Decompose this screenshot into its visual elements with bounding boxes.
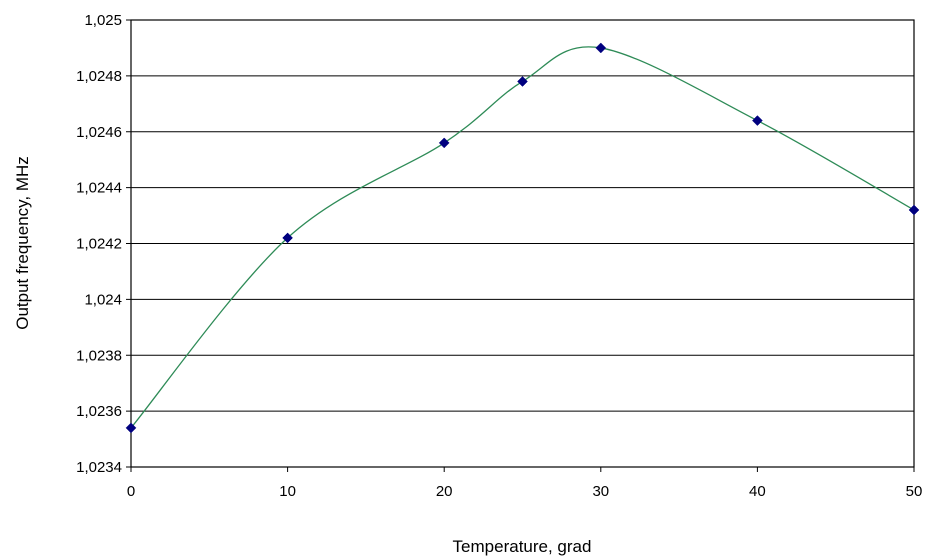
y-tick-label: 1,025	[84, 12, 122, 29]
data-point-marker	[752, 115, 763, 126]
x-tick-label: 0	[127, 483, 135, 500]
y-axis-title: Output frequency, MHz	[13, 156, 32, 330]
data-point-marker	[125, 422, 137, 434]
y-tick-label: 1,024	[84, 291, 122, 308]
data-point-marker	[908, 204, 920, 216]
y-tick-label: 1,0238	[76, 347, 122, 364]
x-axis-title: Temperature, grad	[453, 537, 592, 556]
y-tick-label: 1,0236	[76, 403, 122, 420]
x-tick-label: 40	[749, 483, 766, 500]
data-point-marker	[438, 137, 450, 149]
y-tick-label: 1,0234	[76, 459, 122, 476]
y-tick-label: 1,0246	[76, 124, 122, 141]
y-tick-label: 1,0244	[76, 180, 122, 197]
data-point-marker	[595, 42, 607, 54]
x-tick-label: 50	[906, 483, 923, 500]
x-tick-label: 30	[592, 483, 609, 500]
y-tick-label: 1,0242	[76, 236, 122, 253]
data-point-marker	[517, 76, 528, 87]
data-point-marker	[282, 232, 293, 244]
y-tick-label: 1,0248	[76, 68, 122, 85]
x-tick-label: 20	[436, 483, 453, 500]
x-tick-label: 10	[279, 483, 296, 500]
